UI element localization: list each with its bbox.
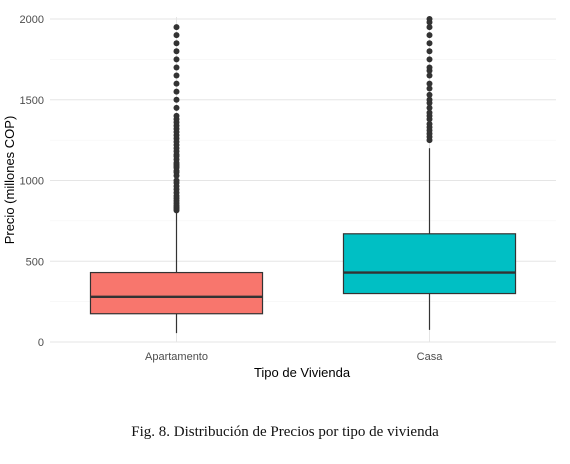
y-axis-label: Precio (millones COP)	[2, 116, 17, 245]
outlier-point	[426, 104, 433, 111]
outlier-point	[426, 40, 433, 47]
outlier-point	[173, 56, 180, 63]
outlier-point	[173, 40, 180, 47]
outlier-point	[173, 48, 180, 55]
outlier-point	[173, 80, 180, 87]
outlier-point	[426, 16, 433, 22]
outlier-point	[426, 85, 433, 92]
x-axis-label: Tipo de Vivienda	[254, 365, 351, 380]
outlier-point	[173, 72, 180, 79]
y-tick-label: 1000	[20, 176, 44, 188]
outlier-point	[173, 24, 180, 31]
outlier-point	[173, 112, 180, 119]
outlier-point	[426, 96, 433, 103]
outlier-point	[173, 64, 180, 71]
outlier-point	[173, 177, 180, 184]
outlier-point	[173, 88, 180, 95]
outlier-point	[426, 80, 433, 87]
boxplot-chart: 0 500 1000 1500 2000 Apartamento Casa Tipo de…	[2, 14, 556, 380]
x-tick-label: Apartamento	[145, 351, 208, 363]
y-tick-labels: 0 500 1000 1500 2000	[20, 14, 44, 349]
figure-caption: Fig. 8. Distribución de Precios por tipo…	[131, 424, 439, 440]
outlier-point	[173, 96, 180, 103]
iqr-box	[342, 233, 517, 295]
x-tick-labels: Apartamento Casa	[145, 351, 443, 363]
outlier-point	[426, 56, 433, 63]
outlier-point	[426, 72, 433, 79]
y-tick-label: 2000	[20, 14, 44, 26]
y-tick-label: 500	[26, 256, 44, 268]
x-tick-label: Casa	[417, 351, 444, 363]
y-tick-label: 1500	[20, 95, 44, 107]
outlier-point	[426, 91, 433, 98]
iqr-box	[89, 271, 264, 315]
outlier-point	[173, 32, 180, 39]
outlier-point	[426, 32, 433, 39]
box-apartamento	[89, 24, 264, 334]
outlier-point	[426, 64, 433, 71]
y-tick-label: 0	[38, 337, 44, 349]
boxes	[89, 16, 517, 334]
outlier-point	[426, 24, 433, 31]
outlier-point	[426, 120, 433, 127]
outlier-point	[426, 48, 433, 55]
outlier-point	[173, 104, 180, 111]
box-casa	[342, 16, 517, 330]
outlier-point	[426, 109, 433, 116]
